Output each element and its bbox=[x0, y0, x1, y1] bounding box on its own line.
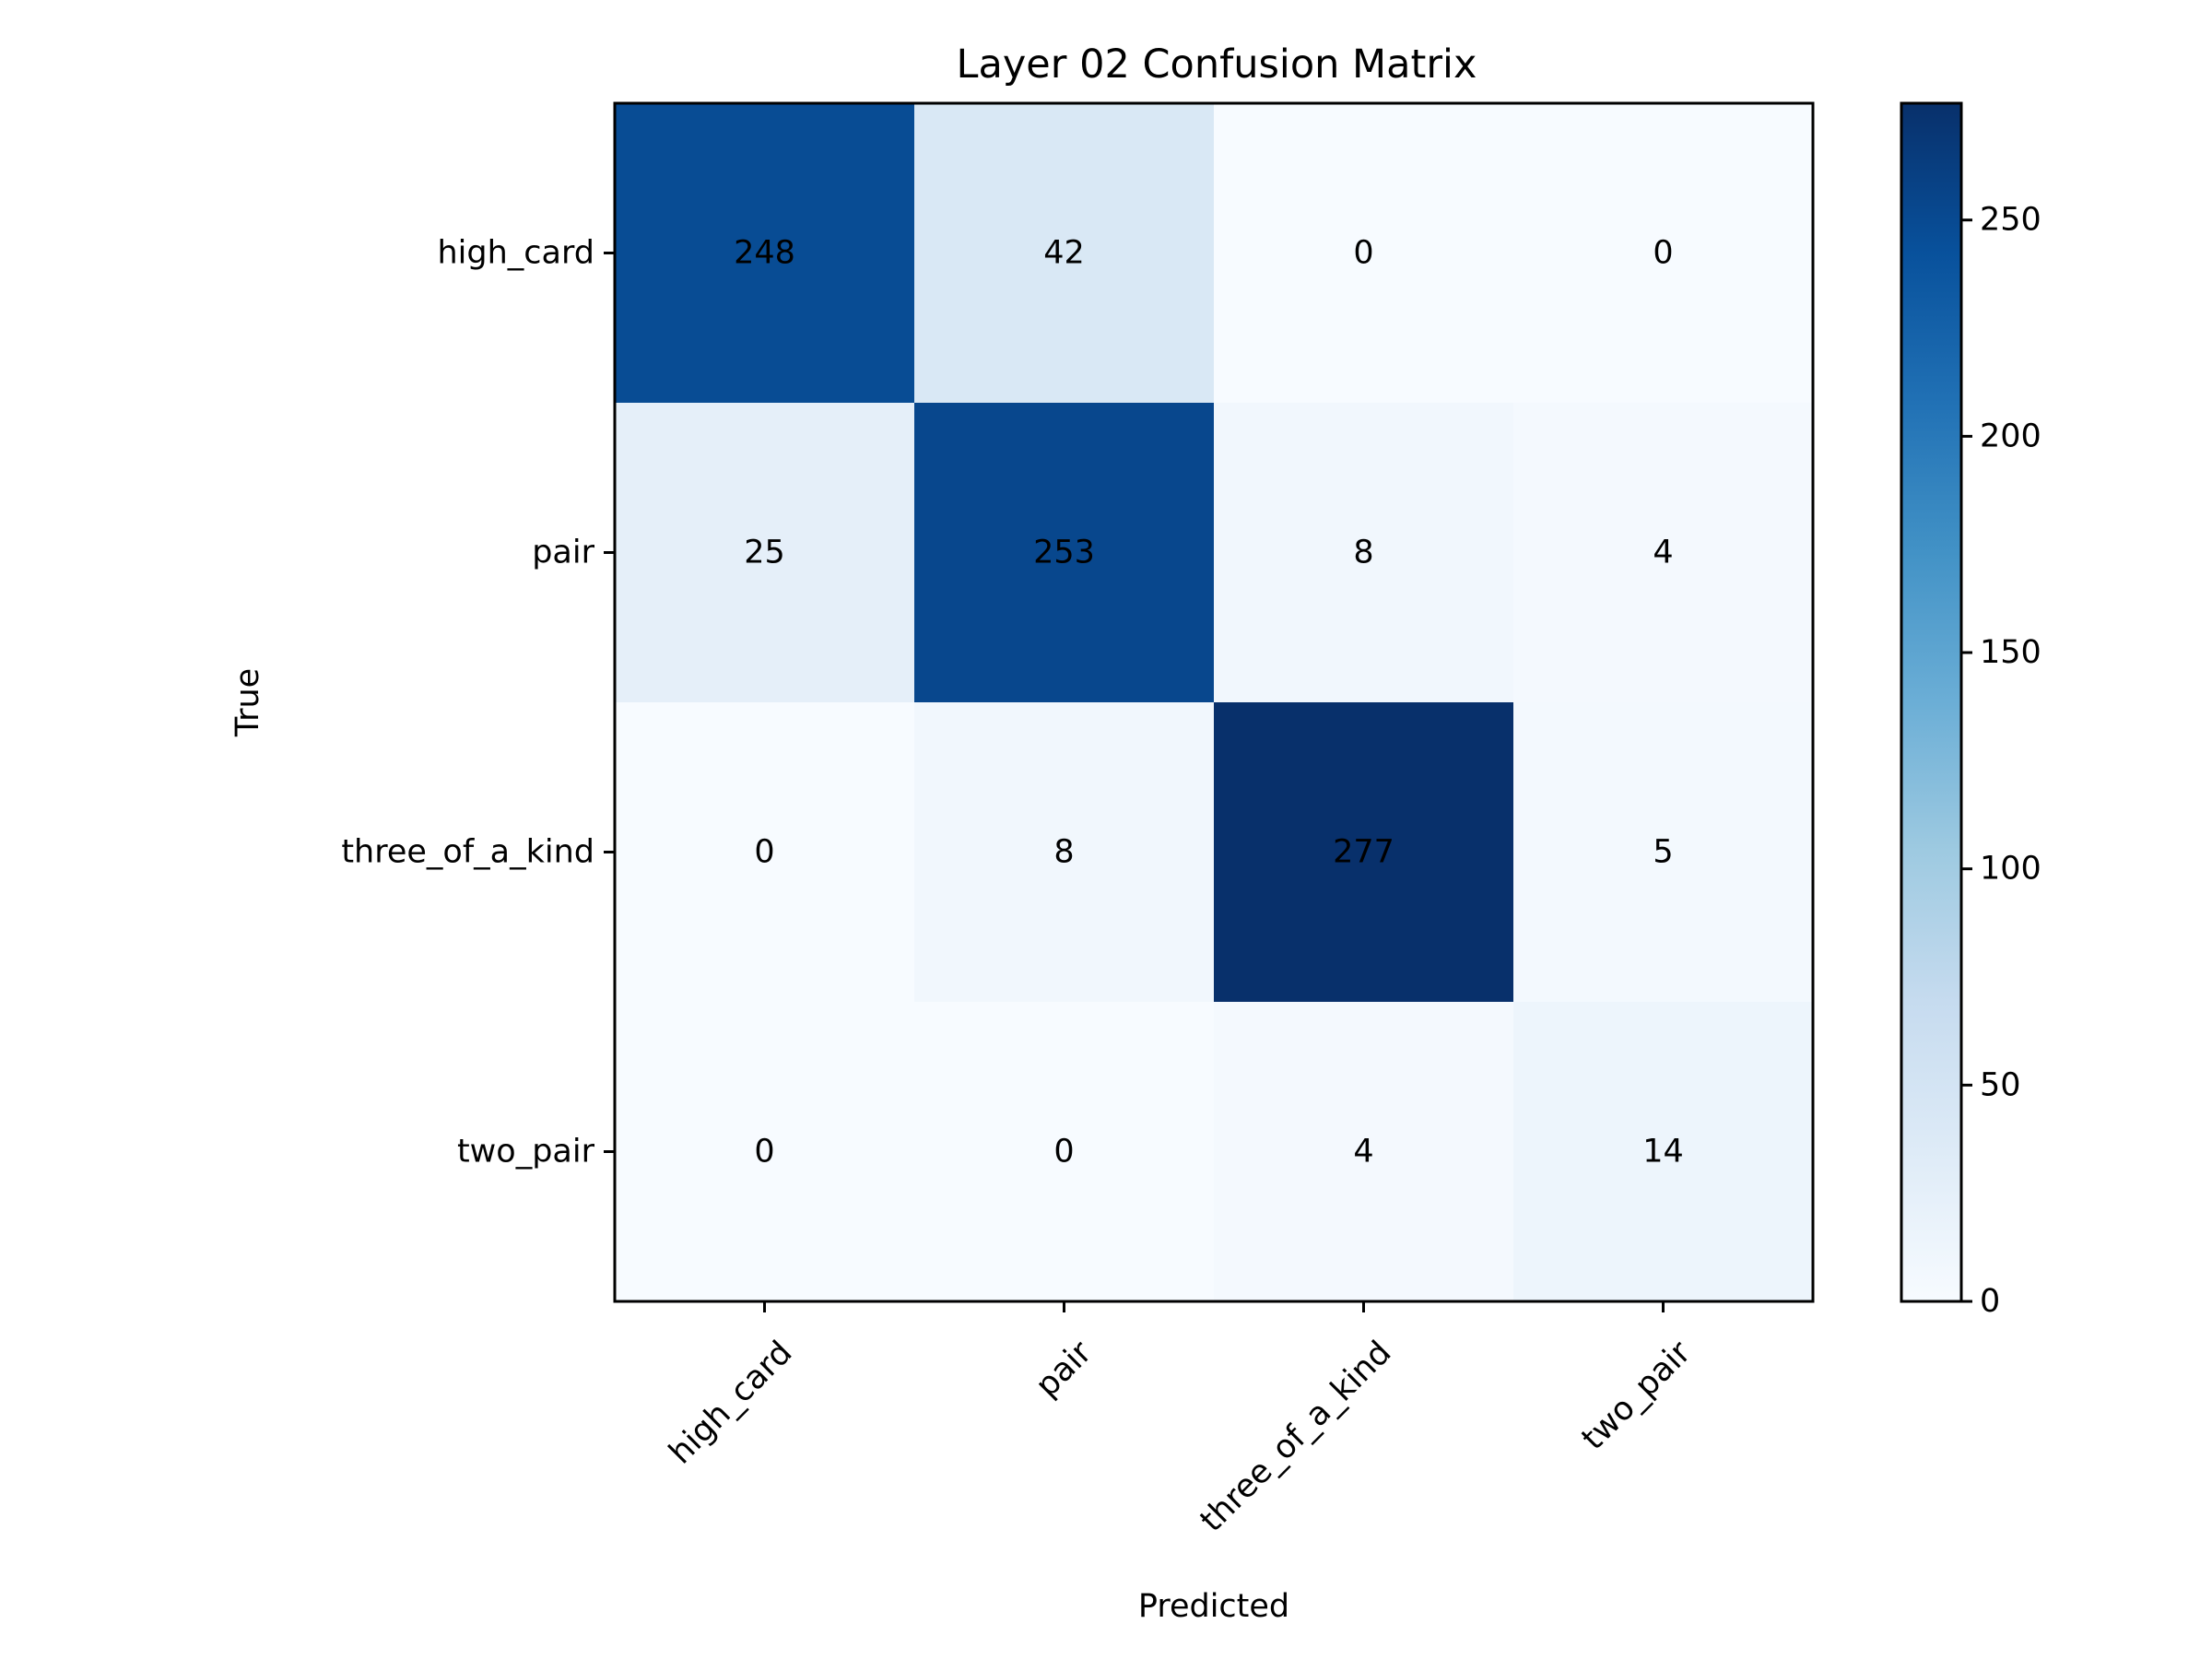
cell-value-label: 4 bbox=[1653, 535, 1673, 571]
cell-value-label: 277 bbox=[1333, 834, 1394, 871]
cell-value-label: 0 bbox=[1653, 235, 1673, 272]
heatmap-cell bbox=[615, 702, 915, 1003]
colorbar-tick-label: 50 bbox=[1980, 1066, 2021, 1103]
heatmap-cell bbox=[1513, 1002, 1814, 1302]
x-tick-label: two_pair bbox=[1575, 1334, 1699, 1457]
colorbar-tick-label: 100 bbox=[1980, 851, 2041, 888]
x-axis-ticks: high_card pair three_of_a_kind two_pair bbox=[663, 1301, 1699, 1539]
heatmap-cell bbox=[1513, 103, 1814, 404]
cell-value-label: 0 bbox=[1353, 235, 1373, 272]
x-tick-label: pair bbox=[1029, 1334, 1100, 1405]
heatmap-cell bbox=[914, 702, 1215, 1003]
colorbar-ticks: 0 50 100 150 200 250 bbox=[1961, 202, 2041, 1320]
heatmap-cell bbox=[615, 103, 915, 404]
plot-frame bbox=[613, 101, 1815, 1303]
cell-value-label: 14 bbox=[1642, 1134, 1684, 1171]
y-tick-label: high_card bbox=[438, 235, 595, 272]
heatmap-cell bbox=[1214, 702, 1514, 1003]
cell-value-label: 0 bbox=[1053, 1134, 1074, 1171]
y-axis-label: True bbox=[229, 668, 266, 737]
heatmap-cell bbox=[615, 1002, 915, 1302]
colorbar bbox=[1900, 101, 1963, 1303]
heatmap-cell bbox=[1513, 702, 1814, 1003]
colorbar-tick-label: 250 bbox=[1980, 202, 2041, 239]
chart-title: Layer 02 Confusion Matrix bbox=[957, 41, 1477, 88]
heatmap-cell bbox=[1214, 103, 1514, 404]
heatmap-cell bbox=[914, 403, 1215, 703]
colorbar-tick-label: 150 bbox=[1980, 634, 2041, 671]
heatmap-cell bbox=[1513, 403, 1814, 703]
cell-value-label: 253 bbox=[1033, 535, 1095, 571]
cell-value-label: 8 bbox=[1353, 535, 1373, 571]
cell-value-label: 0 bbox=[754, 834, 774, 871]
cell-value-label: 0 bbox=[754, 1134, 774, 1171]
cell-value-label: 25 bbox=[744, 535, 785, 571]
cell-value-label: 42 bbox=[1043, 235, 1085, 272]
cell-value-label: 5 bbox=[1653, 834, 1673, 871]
x-tick-label: high_card bbox=[663, 1335, 800, 1472]
colorbar-tick-label: 200 bbox=[1980, 418, 2041, 454]
cell-value-label: 8 bbox=[1053, 834, 1074, 871]
x-tick-label: three_of_a_kind bbox=[1194, 1335, 1399, 1540]
colorbar-tick-label: 0 bbox=[1980, 1283, 2000, 1320]
heatmap-cell bbox=[615, 403, 915, 703]
heatmap-cell bbox=[1214, 403, 1514, 703]
y-tick-label: two_pair bbox=[457, 1134, 595, 1171]
y-tick-label: pair bbox=[532, 535, 594, 571]
heatmap-cell-labels: 248 42 0 0 25 253 8 4 0 8 277 5 0 0 4 14 bbox=[734, 235, 1684, 1171]
heatmap-cells bbox=[615, 103, 1814, 1302]
heatmap-cell bbox=[914, 1002, 1215, 1302]
y-tick-label: three_of_a_kind bbox=[341, 834, 594, 871]
heatmap-cell bbox=[1214, 1002, 1514, 1302]
x-axis-label: Predicted bbox=[1138, 1588, 1289, 1625]
cell-value-label: 248 bbox=[734, 235, 795, 272]
heatmap-cell bbox=[914, 103, 1215, 404]
cell-value-label: 4 bbox=[1353, 1134, 1373, 1171]
